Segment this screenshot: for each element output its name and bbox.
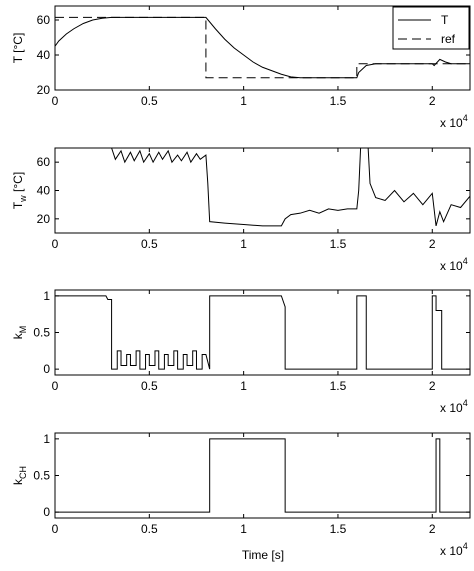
x-tick-label: 1.5 <box>330 522 347 536</box>
axes-frame <box>54 432 471 519</box>
x-tick-label: 2 <box>429 237 436 251</box>
subplot-2: 0 0.5 1 1.5 2 20 40 60 Tw [°C] x 104 <box>11 147 471 273</box>
y-axis-label: kM <box>11 326 28 340</box>
y-tick-label: 60 <box>37 155 51 169</box>
x-tick-label: 1 <box>240 94 247 108</box>
y-axis-label: T [°C] <box>11 33 25 64</box>
y-tick-label: 0.5 <box>33 469 50 483</box>
y-tick-label: 0 <box>43 362 50 376</box>
x-tick-label: 1.5 <box>330 379 347 393</box>
x-tick-label: 1 <box>240 237 247 251</box>
x-tick-label: 0.5 <box>141 94 158 108</box>
x-tick-label: 1 <box>240 522 247 536</box>
x-tick-label: 2 <box>429 94 436 108</box>
series-line-1 <box>55 295 470 370</box>
subplot-3: 0 0.5 1 1.5 2 0 0.5 1 kM x 104 <box>11 289 471 415</box>
y-axis-label: kCH <box>11 466 28 485</box>
x-tick-label: 0 <box>52 94 59 108</box>
y-tick-label: 40 <box>37 184 51 198</box>
axes-frame <box>54 147 471 234</box>
y-tick-label: 0 <box>43 505 50 519</box>
x-tick-label: 2 <box>429 379 436 393</box>
x-tick-label: 0.5 <box>141 237 158 251</box>
subplot-4: 0 0.5 1 1.5 2 0 0.5 1 kCH x 104 <box>11 432 471 558</box>
x-tick-label: 0.5 <box>141 522 158 536</box>
x-exponent-label: x 104 <box>440 541 468 558</box>
x-exponent-label: x 104 <box>440 398 468 415</box>
y-tick-label: 1 <box>43 432 50 446</box>
x-tick-label: 1 <box>240 379 247 393</box>
x-tick-label: 0 <box>52 379 59 393</box>
x-tick-label: 0 <box>52 237 59 251</box>
x-tick-label: 2 <box>429 522 436 536</box>
legend-box <box>392 6 470 50</box>
legend-label-ref: ref <box>441 32 456 46</box>
y-tick-label: 0.5 <box>33 326 50 340</box>
series-line-ref <box>55 16 470 79</box>
series-line-1 <box>55 438 470 513</box>
y-tick-label: 20 <box>37 83 51 97</box>
legend-label-t: T <box>441 13 449 27</box>
axes-frame <box>54 5 471 91</box>
x-exponent-label: x 104 <box>440 113 468 130</box>
x-tick-label: 1.5 <box>330 237 347 251</box>
x-tick-label: 0 <box>52 522 59 536</box>
x-tick-label: 1.5 <box>330 94 347 108</box>
x-axis-label: Time [s] <box>242 548 284 562</box>
x-exponent-label: x 104 <box>440 256 468 273</box>
y-axis-label: Tw [°C] <box>11 172 28 209</box>
series-line-1 <box>111 147 471 227</box>
y-tick-label: 20 <box>37 212 51 226</box>
x-tick-label: 0.5 <box>141 379 158 393</box>
y-tick-label: 60 <box>37 13 51 27</box>
y-tick-label: 1 <box>43 289 50 303</box>
y-tick-label: 40 <box>37 48 51 62</box>
